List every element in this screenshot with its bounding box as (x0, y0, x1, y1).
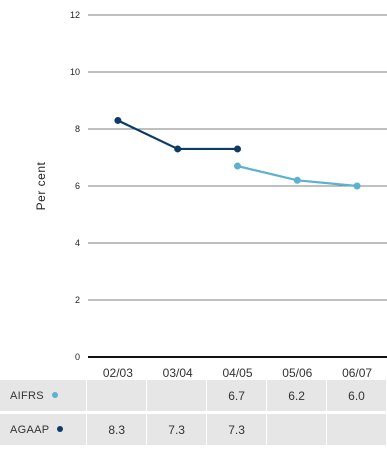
agaap-legend-dot (57, 425, 64, 432)
y-axis-label: Per cent (34, 161, 48, 210)
table-cell: 6.0 (327, 380, 387, 414)
row-label-cell: AGAAP (0, 414, 88, 445)
table-cell: 7.3 (207, 414, 268, 445)
data-point-aifrs (353, 182, 361, 190)
table-cell (327, 414, 387, 445)
table-row-agaap: AGAAP 8.3 7.3 7.3 (0, 414, 387, 445)
table-row-aifrs: AIFRS 6.7 6.2 6.0 (0, 380, 387, 414)
y-tick-label: 10 (70, 67, 80, 77)
data-point-aifrs (234, 162, 241, 170)
table-cell: 6.7 (207, 380, 268, 414)
series-line-agaap (117, 119, 238, 151)
row-label-aifrs: AIFRS (10, 389, 44, 402)
row-label-cell: AIFRS (0, 380, 88, 414)
table-cell: 8.3 (87, 414, 148, 445)
table-cell (267, 414, 328, 445)
line-chart: 0 2 4 6 8 10 12 02/03 03/04 04/05 05/06 06/07 Per … (34, 10, 387, 380)
aifrs-legend-dot (51, 391, 58, 398)
x-tick-label: 02/03 (103, 366, 133, 380)
data-point-agaap (114, 116, 122, 124)
y-tick-label: 0 (75, 352, 80, 362)
x-tick-label: 06/07 (342, 366, 372, 380)
data-point-agaap (234, 145, 241, 153)
data-table: AIFRS 6.7 6.2 6.0 AGAAP 8.3 7.3 7.3 (0, 380, 387, 445)
table-cell: 6.2 (267, 380, 328, 414)
x-axis-ticks: 02/03 03/04 04/05 05/06 06/07 (103, 366, 373, 380)
y-tick-label: 4 (75, 238, 80, 248)
x-tick-label: 03/04 (163, 366, 193, 380)
y-axis-ticks: 0 2 4 6 8 10 12 (70, 10, 80, 362)
series-layer (114, 116, 361, 190)
data-point-aifrs (293, 176, 301, 184)
y-tick-label: 2 (75, 295, 80, 305)
y-tick-label: 6 (75, 181, 80, 191)
y-tick-label: 8 (75, 124, 80, 134)
x-tick-label: 05/06 (282, 366, 312, 380)
table-cell (147, 380, 208, 414)
row-label-agaap: AGAAP (10, 423, 50, 436)
data-point-agaap (174, 145, 182, 153)
table-cell (87, 380, 148, 414)
gridlines (88, 14, 387, 358)
y-tick-label: 12 (70, 10, 80, 20)
x-tick-label: 04/05 (222, 366, 252, 380)
table-cell: 7.3 (147, 414, 208, 445)
